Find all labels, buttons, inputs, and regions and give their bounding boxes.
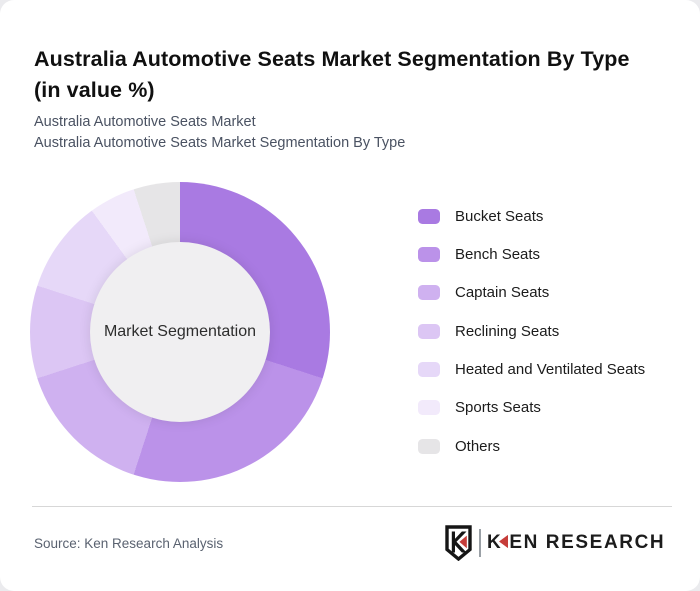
logo-divider <box>479 529 481 557</box>
brand-rest: EN RESEARCH <box>509 531 666 554</box>
legend-item: Heated and Ventilated Seats <box>418 358 645 382</box>
legend-swatch <box>418 438 440 454</box>
footer-divider <box>32 506 672 507</box>
legend-swatch <box>418 208 440 224</box>
legend-label: Bucket Seats <box>455 207 544 225</box>
brand-wordmark: K EN RESEARCH <box>487 532 665 554</box>
subtitle-block: Australia Automotive Seats Market Austra… <box>34 112 654 154</box>
subtitle-line-2: Australia Automotive Seats Market Segmen… <box>34 135 406 151</box>
donut-chart-area: Market Segmentation <box>30 182 330 482</box>
legend-label: Captain Seats <box>455 284 550 302</box>
legend-label: Heated and Ventilated Seats <box>455 361 646 379</box>
legend-swatch <box>418 362 440 378</box>
legend-label: Others <box>455 437 501 455</box>
legend-label: Bench Seats <box>455 245 541 263</box>
legend-item: Others <box>418 434 645 458</box>
red-arrow-icon <box>499 534 509 549</box>
chart-legend: Bucket Seats Bench Seats Captain Seats R… <box>418 204 645 473</box>
subtitle-line-1: Australia Automotive Seats Market <box>34 114 256 130</box>
legend-item: Reclining Seats <box>418 319 645 343</box>
source-text: Source: Ken Research Analysis <box>34 536 224 551</box>
brand-k: K <box>487 531 503 554</box>
legend-item: Bucket Seats <box>418 204 645 228</box>
brand-logo: K EN RESEARCH <box>445 525 665 561</box>
ken-research-shield-icon <box>445 525 472 561</box>
legend-label: Reclining Seats <box>455 322 560 340</box>
donut-center-label: Market Segmentation <box>103 323 257 340</box>
page-title: Australia Automotive Seats Market Segmen… <box>34 47 630 103</box>
legend-item: Captain Seats <box>418 281 645 305</box>
legend-item: Bench Seats <box>418 242 645 266</box>
legend-swatch <box>418 400 440 416</box>
shield-red-arrow-icon <box>459 535 467 549</box>
legend-item: Sports Seats <box>418 396 645 420</box>
donut-hole: Market Segmentation <box>90 242 270 422</box>
legend-swatch <box>418 285 440 301</box>
legend-swatch <box>418 246 440 262</box>
legend-swatch <box>418 323 440 339</box>
legend-label: Sports Seats <box>455 399 541 417</box>
